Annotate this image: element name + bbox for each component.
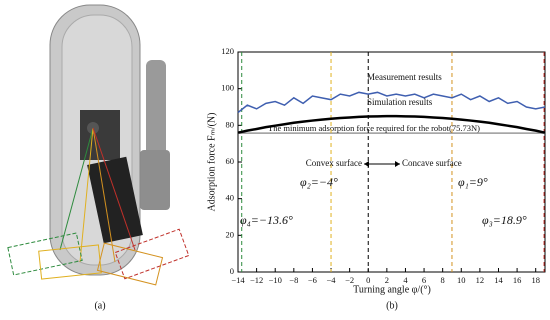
- series-label: Simulation results: [367, 97, 433, 107]
- y-axis-label: Adsorption force Fₘ/(N): [206, 113, 217, 212]
- angle-line: [92, 127, 116, 263]
- x-tick-label: 18: [531, 275, 540, 285]
- y-tick-label: 120: [221, 46, 234, 56]
- x-tick-label: 16: [513, 275, 522, 285]
- plot-frame: [237, 51, 546, 273]
- surface-label: Concave surface: [402, 158, 462, 168]
- x-tick-label: 14: [494, 275, 503, 285]
- x-tick-label: −12: [250, 275, 263, 285]
- robot-wheel-illustration: [7, 4, 190, 286]
- x-tick-label: 6: [422, 275, 426, 285]
- marker-label: φ₂=−4°: [300, 175, 338, 189]
- x-tick-label: −14: [231, 275, 245, 285]
- y-tick-label: 100: [221, 83, 234, 93]
- angle-line: [79, 127, 94, 263]
- angle-line: [92, 127, 136, 251]
- x-tick-label: −6: [308, 275, 317, 285]
- panel-label: (b): [386, 300, 398, 311]
- y-tick-label: 20: [226, 229, 235, 239]
- marker-label: φ₄=−13.6°: [240, 213, 293, 227]
- series-line: [237, 91, 546, 114]
- gear: [140, 150, 170, 210]
- angle-line: [59, 127, 94, 251]
- surface-box: [96, 242, 164, 286]
- x-tick-label: −2: [345, 275, 354, 285]
- x-tick-label: −4: [327, 275, 337, 285]
- threshold-label: The minimum adsorption force required fo…: [268, 123, 480, 133]
- x-tick-label: −8: [289, 275, 298, 285]
- x-tick-label: −10: [269, 275, 282, 285]
- x-tick-label: 10: [457, 275, 466, 285]
- x-tick-label: 4: [403, 275, 408, 285]
- x-axis-label: Turning angle φ/(°): [353, 284, 431, 295]
- y-tick-label: 0: [230, 266, 234, 276]
- x-tick-label: 2: [385, 275, 389, 285]
- surface-box: [38, 244, 102, 280]
- panel-label: (a): [94, 300, 105, 311]
- series-label: Measurement results: [367, 72, 442, 82]
- y-tick-label: 80: [226, 119, 235, 129]
- surface-label: Convex surface: [306, 158, 362, 168]
- x-tick-label: 12: [476, 275, 485, 285]
- x-tick-label: 8: [441, 275, 445, 285]
- y-tick-label: 60: [226, 156, 235, 166]
- y-tick-label: 40: [226, 193, 235, 203]
- x-tick-label: 0: [366, 275, 370, 285]
- marker-label: φ₃=18.9°: [482, 213, 527, 227]
- marker-label: φ₁=9°: [458, 175, 488, 189]
- series-line: [237, 114, 546, 134]
